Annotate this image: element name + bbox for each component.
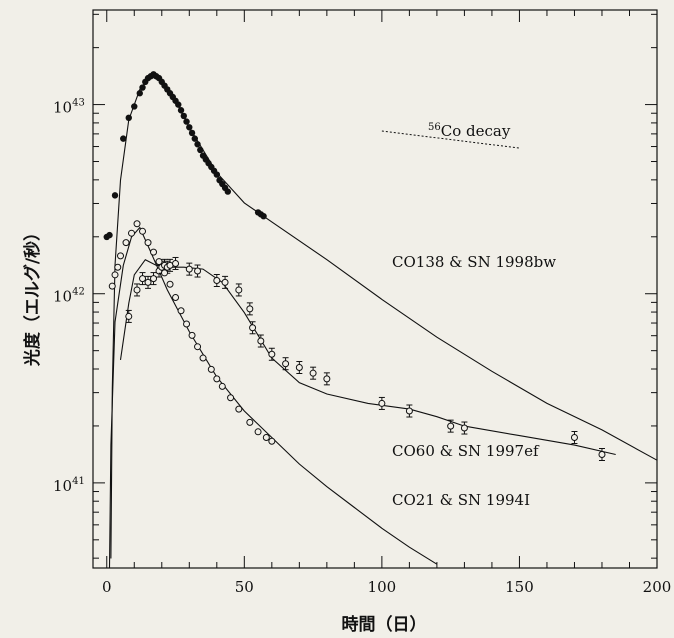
y-tick-label: 1043 — [53, 98, 85, 117]
x-tick-label: 100 — [368, 578, 397, 596]
point-open — [235, 286, 243, 294]
point-filled — [197, 146, 204, 154]
x-tick-label: 200 — [643, 578, 672, 596]
point-open — [268, 350, 276, 358]
co-decay-line — [381, 130, 520, 149]
point-open — [254, 428, 262, 436]
point-open — [114, 263, 122, 271]
x-tick-label: 50 — [235, 578, 254, 596]
point-open — [447, 422, 455, 430]
point-open — [207, 365, 215, 373]
model-curve-series-0 — [110, 75, 658, 559]
point-open — [133, 220, 141, 228]
co-decay-label: 56Co decay — [428, 122, 511, 140]
point-filled — [111, 192, 119, 199]
point-open — [598, 451, 606, 459]
point-open — [183, 320, 191, 328]
annotation-sn1997ef: CO60 & SN 1997ef — [392, 442, 540, 460]
point-filled — [224, 188, 232, 195]
point-open — [249, 324, 257, 332]
point-open — [268, 437, 276, 445]
point-open — [139, 275, 147, 283]
point-open — [378, 399, 386, 407]
point-filled — [136, 90, 143, 97]
point-open — [177, 307, 185, 315]
point-open — [117, 252, 125, 260]
point-open — [194, 343, 202, 351]
point-open — [295, 363, 303, 371]
point-filled — [125, 114, 132, 122]
point-open — [125, 312, 133, 320]
point-filled — [191, 135, 198, 142]
y-tick-labels: 1041 1042 1043 — [53, 98, 85, 495]
point-open — [213, 276, 221, 284]
model-curves — [108, 75, 658, 569]
y-tick-label: 1042 — [53, 287, 85, 306]
point-filled — [175, 101, 182, 108]
point-open — [185, 265, 193, 273]
point-open — [172, 259, 180, 267]
tick-marks — [93, 10, 658, 568]
point-filled — [260, 212, 267, 220]
annotation-sn1998bw: CO138 & SN 1998bw — [392, 253, 556, 271]
point-open — [323, 375, 331, 383]
point-filled — [139, 84, 146, 91]
co-decay-superscript: 56 — [428, 122, 441, 133]
point-open — [144, 278, 152, 286]
x-tick-labels: 0 50 100 150 200 — [102, 578, 671, 596]
point-open — [282, 360, 290, 368]
point-open — [139, 227, 147, 235]
point-filled — [106, 231, 113, 239]
point-open — [144, 239, 152, 247]
x-tick-label: 0 — [102, 578, 112, 596]
point-filled — [120, 135, 127, 142]
point-filled — [180, 112, 187, 120]
point-open — [235, 405, 243, 413]
point-open — [246, 418, 254, 426]
point-open — [221, 278, 229, 286]
point-open — [227, 394, 235, 402]
point-open — [218, 382, 226, 390]
point-filled — [177, 107, 185, 114]
point-open — [309, 369, 317, 377]
point-open — [257, 337, 265, 345]
y-axis-title: 光度（エルグ/秒） — [22, 224, 43, 367]
point-open — [194, 267, 202, 275]
point-open — [246, 305, 254, 313]
point-filled — [194, 141, 201, 148]
point-open — [405, 407, 413, 415]
model-curve-series-2 — [108, 226, 438, 569]
point-open — [570, 433, 578, 441]
point-open — [172, 294, 180, 302]
point-open — [166, 280, 174, 288]
point-open — [150, 248, 158, 256]
point-open — [122, 239, 130, 247]
point-open — [199, 354, 207, 362]
data-points — [103, 71, 606, 462]
point-open — [150, 275, 158, 283]
point-open — [262, 433, 270, 441]
point-open — [155, 258, 163, 266]
point-filled — [131, 103, 138, 110]
annotation-sn1994i: CO21 & SN 1994I — [392, 491, 530, 509]
co-decay-text: Co decay — [441, 122, 511, 140]
point-open — [111, 271, 119, 279]
point-filled — [186, 124, 193, 131]
point-open — [128, 229, 136, 237]
plot-frame — [92, 9, 658, 569]
point-open — [213, 375, 221, 383]
x-axis-title: 時間（日） — [342, 614, 427, 635]
point-open — [188, 331, 196, 339]
y-tick-label: 1041 — [53, 476, 85, 495]
x-tick-label: 150 — [505, 578, 534, 596]
point-open — [460, 424, 468, 432]
point-filled — [213, 171, 221, 178]
point-filled — [188, 129, 196, 137]
point-open — [133, 286, 141, 294]
point-open — [161, 269, 169, 277]
point-open — [108, 282, 116, 290]
point-filled — [183, 118, 190, 125]
